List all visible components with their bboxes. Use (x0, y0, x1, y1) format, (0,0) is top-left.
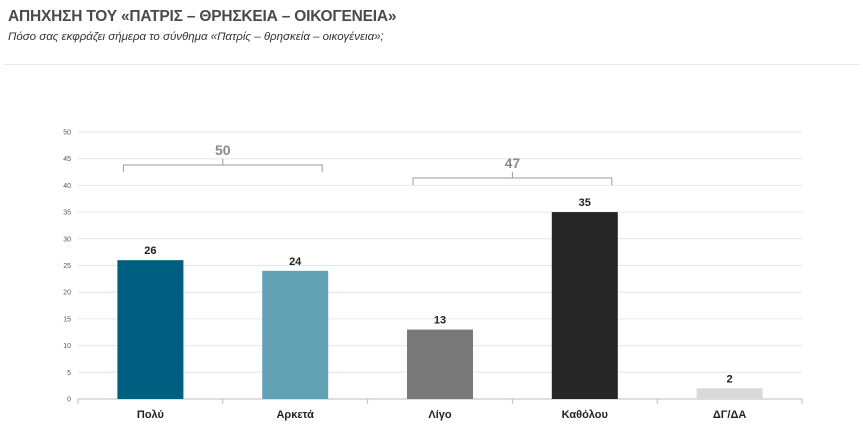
data-label: 26 (144, 245, 156, 257)
group-bracket (412, 172, 613, 186)
y-tick-label: 10 (63, 343, 71, 350)
y-tick-label: 15 (63, 316, 71, 323)
data-label: 2 (727, 373, 733, 385)
y-tick-label: 40 (63, 183, 71, 190)
bar-1 (117, 260, 184, 399)
data-label: 13 (434, 315, 446, 327)
category-label: Αρκετά (276, 409, 314, 421)
group-total-label: 47 (505, 155, 521, 171)
y-tick-label: 25 (63, 263, 71, 270)
category-label: ΔΓ/ΔΑ (713, 409, 746, 421)
page-subtitle: Πόσο σας εκφράζει σήμερα το σύνθημα «Πατ… (8, 31, 384, 43)
group-total-label: 50 (215, 142, 231, 158)
y-tick-label: 0 (67, 397, 71, 404)
bar-5 (696, 388, 763, 399)
y-tick-label: 45 (63, 156, 71, 163)
y-tick-label: 30 (63, 236, 71, 243)
category-label: Πολύ (137, 409, 164, 421)
y-tick-label: 35 (63, 210, 71, 217)
bar-4 (551, 212, 618, 399)
header-divider (4, 64, 859, 65)
page-title: ΑΠΗΧΗΣΗ ΤΟΥ «ΠΑΤΡΙΣ – ΘΡΗΣΚΕΙΑ – ΟΙΚΟΓΕΝ… (8, 8, 397, 25)
data-label: 35 (579, 197, 591, 209)
data-label: 24 (289, 256, 302, 268)
category-label: Λίγο (428, 409, 452, 421)
y-tick-label: 50 (63, 130, 71, 137)
y-tick-label: 20 (63, 290, 71, 297)
y-tick-label: 5 (67, 370, 71, 377)
bar-3 (407, 329, 473, 399)
category-label: Καθόλου (562, 409, 608, 421)
bar-2 (262, 270, 329, 399)
group-bracket (122, 159, 323, 172)
